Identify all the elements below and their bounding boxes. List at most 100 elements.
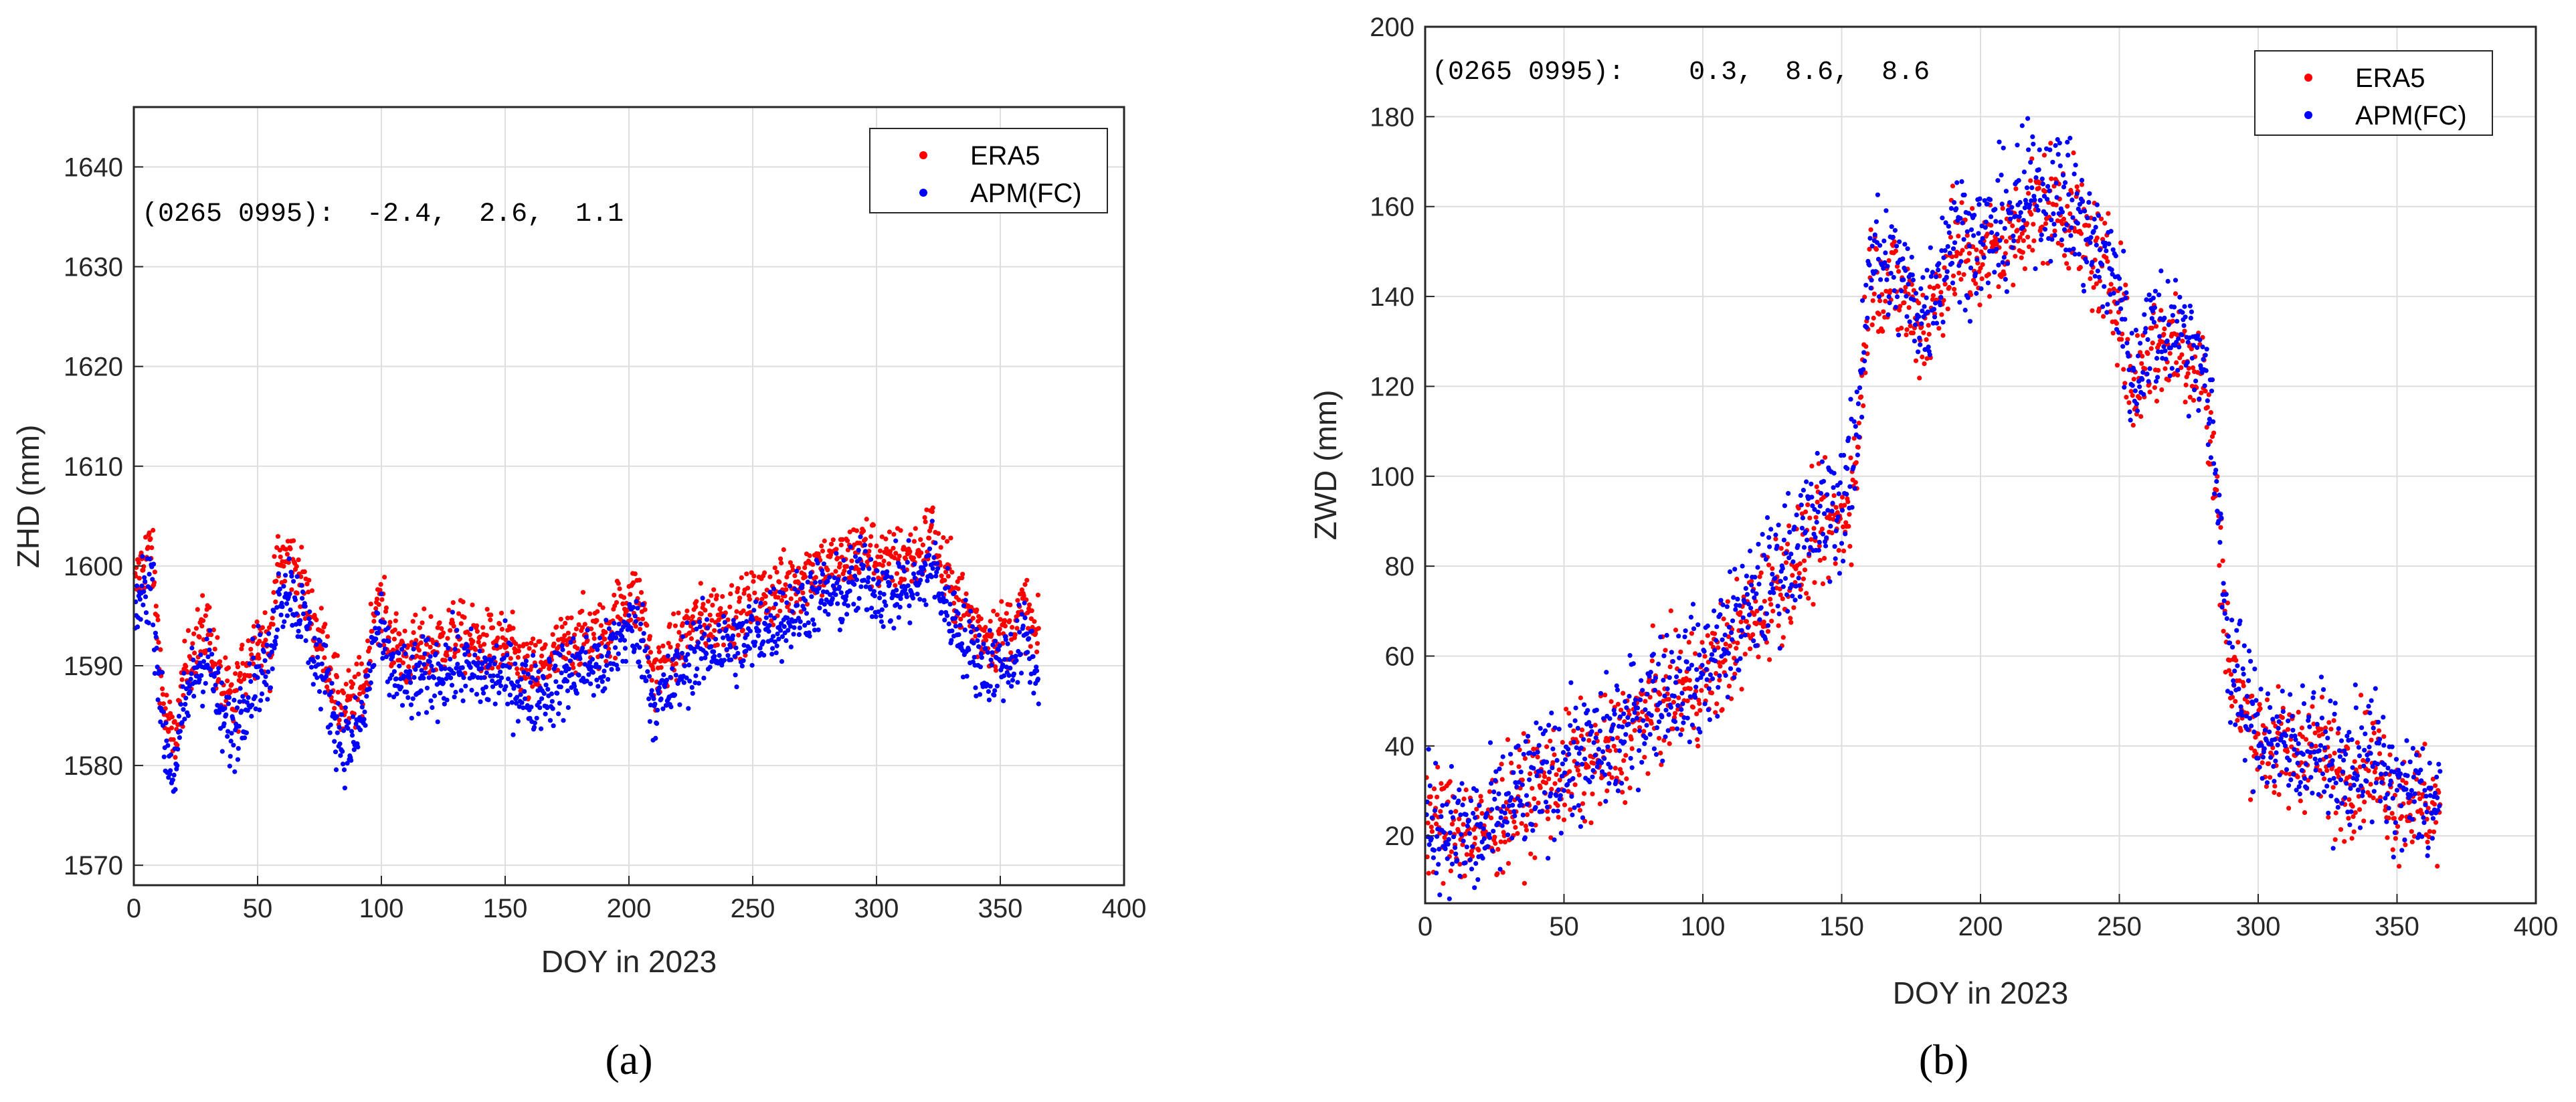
data-point [1847, 512, 1852, 517]
data-point [222, 706, 227, 711]
data-point [248, 673, 253, 678]
data-point [858, 534, 863, 539]
data-point [482, 675, 487, 680]
data-point [1516, 779, 1522, 785]
data-point [2422, 741, 2427, 747]
data-point [572, 683, 577, 689]
data-point [1938, 290, 1944, 295]
data-point [176, 713, 182, 719]
data-point [1973, 281, 1979, 286]
data-point [1894, 264, 1900, 269]
data-point [2071, 150, 2076, 156]
data-point [1706, 707, 1711, 713]
data-point [2094, 281, 2099, 286]
data-point [1036, 701, 1041, 707]
data-point [887, 529, 892, 535]
data-point [2286, 806, 2292, 811]
data-point [1546, 856, 1551, 861]
data-point [508, 656, 513, 661]
data-point [944, 613, 950, 618]
data-point [541, 664, 547, 670]
data-point [1015, 680, 1020, 685]
data-point [842, 601, 847, 606]
data-point [968, 629, 974, 635]
data-point [731, 618, 736, 623]
data-point [1509, 760, 1514, 765]
data-point [1591, 761, 1596, 766]
data-point [1575, 767, 1580, 773]
data-point [416, 711, 422, 717]
data-point [806, 620, 811, 626]
data-point [561, 718, 566, 723]
data-point [973, 634, 978, 639]
x-tick-label: 0 [126, 894, 141, 923]
data-point [393, 611, 399, 616]
data-point [232, 697, 237, 703]
data-point [1896, 269, 1902, 274]
data-point [250, 661, 256, 666]
data-point [1647, 695, 1653, 700]
data-point [1697, 652, 1702, 658]
data-point [653, 735, 658, 741]
data-point [673, 672, 678, 678]
data-point [2214, 487, 2219, 493]
data-point [702, 632, 707, 637]
data-point [153, 634, 159, 640]
data-point [694, 599, 699, 604]
data-point [1671, 693, 1677, 699]
data-point [467, 632, 472, 638]
data-point [1425, 820, 1431, 826]
data-point [2317, 768, 2322, 773]
data-point [746, 604, 751, 609]
scatter-points [1424, 116, 2443, 901]
data-point [637, 645, 642, 650]
data-point [1980, 262, 1985, 267]
data-point [1016, 602, 1022, 608]
data-point [1543, 800, 1549, 805]
data-point [374, 596, 380, 602]
data-point [770, 634, 776, 639]
data-point [1431, 855, 1436, 860]
data-point [1788, 620, 1794, 625]
data-point [763, 593, 768, 599]
data-point [820, 548, 826, 554]
data-point [699, 636, 705, 641]
data-point [1432, 808, 1438, 814]
data-point [598, 623, 604, 628]
data-point [1987, 294, 1993, 299]
data-point [2048, 141, 2053, 146]
data-point [2021, 238, 2026, 244]
data-point [2257, 702, 2262, 707]
data-point [818, 579, 823, 585]
data-point [1699, 662, 1705, 668]
data-point [209, 652, 215, 657]
data-point [2156, 367, 2161, 373]
data-point [1631, 701, 1637, 707]
data-point [397, 631, 402, 637]
data-point [2276, 684, 2281, 689]
data-point [654, 657, 659, 662]
data-point [847, 588, 852, 593]
data-point [728, 644, 733, 650]
data-point [523, 696, 528, 701]
data-point [696, 640, 701, 646]
data-point [604, 658, 609, 664]
data-point [775, 631, 780, 637]
data-point [1492, 834, 1497, 840]
data-point [391, 695, 397, 700]
data-point [1647, 674, 1652, 679]
data-point [723, 627, 729, 632]
data-point [717, 653, 722, 658]
data-point [365, 638, 371, 644]
data-point [1888, 288, 1893, 294]
data-point [1705, 633, 1710, 638]
data-point [452, 654, 457, 660]
data-point [276, 571, 281, 577]
data-point [494, 643, 499, 648]
data-point [1629, 746, 1635, 751]
data-point [923, 602, 929, 608]
data-point [191, 657, 196, 662]
data-point [868, 557, 874, 562]
data-point [680, 634, 686, 640]
data-point [226, 695, 232, 700]
